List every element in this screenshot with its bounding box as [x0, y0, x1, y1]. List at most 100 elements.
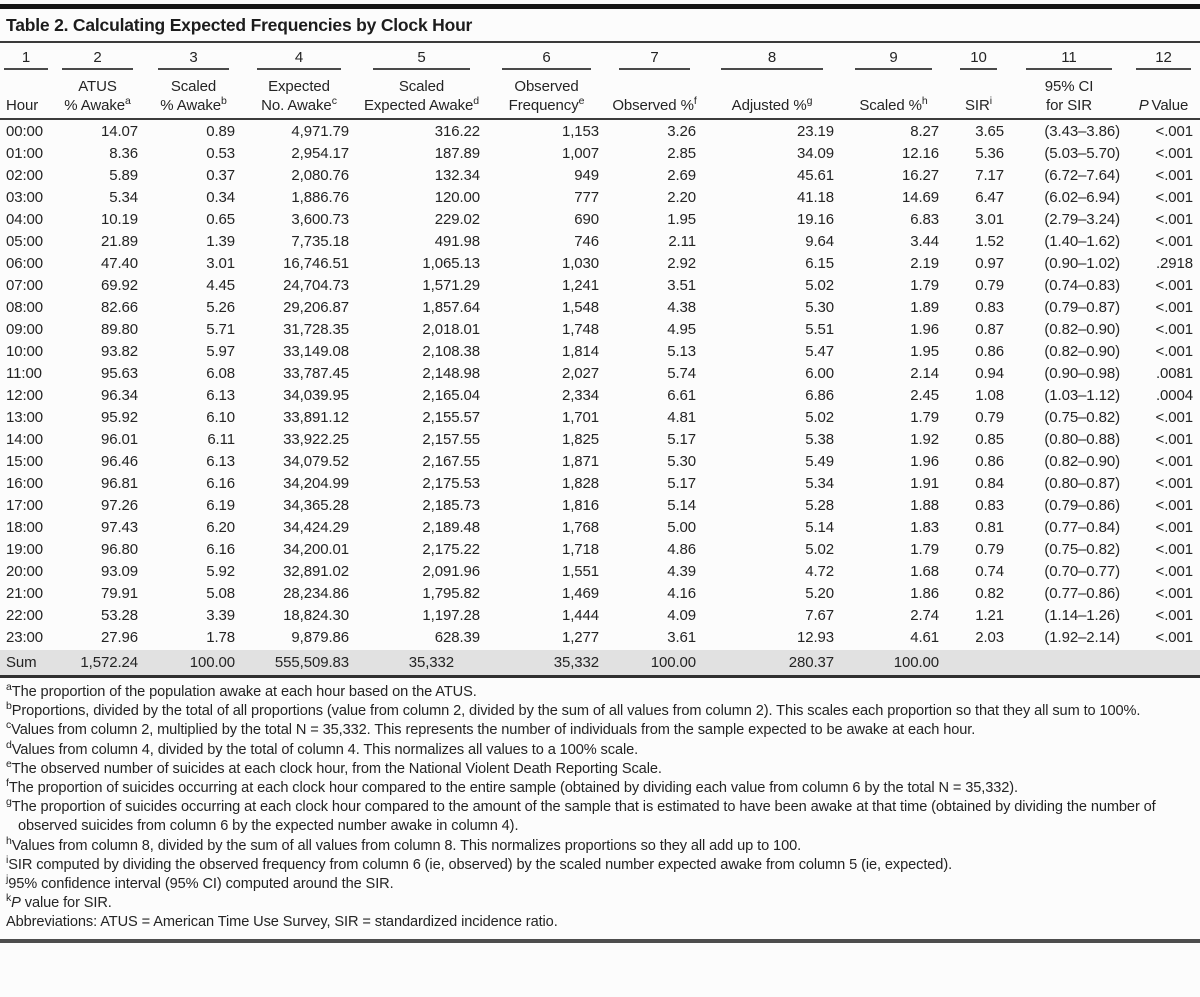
- cell-p-value: <.001: [1155, 408, 1194, 426]
- cell-adjusted-pct: 34.09: [796, 144, 834, 162]
- cell-sir: 0.97: [975, 254, 1004, 272]
- cell-scaled-pct-awake: 6.16: [206, 474, 235, 492]
- cell-p-value: <.001: [1155, 606, 1194, 624]
- cell-observed-frequency: 2,334: [561, 386, 599, 404]
- col-header-7: 7 Observed %f: [606, 43, 703, 120]
- cell-observed-pct: 5.00: [667, 518, 696, 536]
- cell-observed-frequency: 1,444: [561, 606, 599, 624]
- cell-scaled-pct: 1.91: [910, 474, 939, 492]
- cell-sir: 0.85: [975, 430, 1004, 448]
- cell-scaled-pct: 2.45: [910, 386, 939, 404]
- cell-adjusted-pct: 9.64: [805, 232, 834, 250]
- cell-expected-no-awake: 34,039.95: [283, 386, 349, 404]
- col-label-10: SIRi: [965, 95, 992, 114]
- cell-observed-frequency: 1,153: [561, 122, 599, 140]
- cell-scaled-pct: 1.68: [910, 562, 939, 580]
- col-label-12: P Value: [1138, 97, 1189, 114]
- col-label-7: Observed %f: [612, 95, 697, 114]
- cell-observed-pct: 4.39: [667, 562, 696, 580]
- cell-hour: 11:00: [6, 364, 42, 382]
- col-number-9: 9: [854, 48, 933, 70]
- cell-ci-95: (6.72–7.64): [1044, 166, 1120, 184]
- cell-scaled-expected-awake: 2,155.57: [422, 408, 480, 426]
- cell-sir: 3.65: [975, 122, 1004, 140]
- cell-atus-pct-awake: 14.07: [100, 122, 138, 140]
- table-row: 06:00 47.40 3.01 16,746.51 1,065.13 1,030 2.92…: [0, 252, 1200, 274]
- cell-sir: 0.81: [975, 518, 1004, 536]
- sum-cell-scaled-pct: 100.00: [841, 649, 946, 675]
- table-row: 23:00 27.96 1.78 9,879.86 628.39 1,277 3.61 12.…: [0, 626, 1200, 649]
- table-bottom-rule: [0, 675, 1200, 678]
- cell-hour: 09:00: [6, 320, 44, 338]
- cell-adjusted-pct: 5.28: [805, 496, 834, 514]
- header-row: 1 Hour 2 ATUS% Awakea 3 Scaled% Awakeb 4 Expect…: [0, 43, 1200, 120]
- cell-atus-pct-awake: 96.34: [100, 386, 138, 404]
- col-label-11: 95% CI for SIR: [1044, 78, 1094, 114]
- cell-p-value: <.001: [1155, 540, 1194, 558]
- cell-sir: 0.79: [975, 408, 1004, 426]
- cell-scaled-expected-awake: 1,065.13: [422, 254, 480, 272]
- cell-expected-no-awake: 4,971.79: [291, 122, 349, 140]
- col-header-10: 10 SIRi: [946, 43, 1011, 120]
- cell-scaled-pct-awake: 6.10: [206, 408, 235, 426]
- table-row: 02:00 5.89 0.37 2,080.76 132.34 949 2.69 45.61 1…: [0, 164, 1200, 186]
- cell-observed-pct: 5.30: [667, 452, 696, 470]
- cell-adjusted-pct: 19.16: [796, 210, 834, 228]
- sum-cell-expected-no-awake: 555,509.83: [242, 649, 356, 675]
- cell-atus-pct-awake: 8.36: [109, 144, 138, 162]
- sum-cell-atus-pct-awake: 1,572.24: [50, 649, 145, 675]
- table-body: 00:00 14.07 0.89 4,971.79 316.22 1,153 3.26 23.…: [0, 119, 1200, 675]
- title-divider: [0, 41, 1200, 43]
- abbreviations-line: Abbreviations: ATUS = American Time Use …: [6, 914, 558, 931]
- top-rule: [0, 4, 1200, 9]
- cell-observed-frequency: 1,768: [561, 518, 599, 536]
- table-header: 1 Hour 2 ATUS% Awakea 3 Scaled% Awakeb 4 Expect…: [0, 43, 1200, 120]
- cell-p-value: <.001: [1155, 210, 1194, 228]
- table-row: 13:00 95.92 6.10 33,891.12 2,155.57 1,701 4.81…: [0, 406, 1200, 428]
- cell-scaled-pct: 1.88: [910, 496, 939, 514]
- cell-scaled-expected-awake: 2,165.04: [422, 386, 480, 404]
- expected-frequencies-table: 1 Hour 2 ATUS% Awakea 3 Scaled% Awakeb 4 Expect…: [0, 43, 1200, 675]
- cell-p-value: <.001: [1155, 276, 1194, 294]
- cell-atus-pct-awake: 10.19: [100, 210, 138, 228]
- cell-ci-95: (0.90–0.98): [1044, 364, 1120, 382]
- cell-scaled-pct-awake: 6.16: [206, 540, 235, 558]
- cell-atus-pct-awake: 96.01: [100, 430, 138, 448]
- table-row: 22:00 53.28 3.39 18,824.30 1,197.28 1,444 4.09…: [0, 604, 1200, 626]
- cell-atus-pct-awake: 47.40: [100, 254, 138, 272]
- footnote-marker-h: h: [921, 95, 928, 107]
- cell-expected-no-awake: 2,080.76: [291, 166, 349, 184]
- cell-scaled-pct-awake: 5.71: [206, 320, 235, 338]
- cell-scaled-pct-awake: 3.39: [206, 606, 235, 624]
- cell-ci-95: (1.92–2.14): [1044, 628, 1120, 646]
- cell-ci-95: (1.03–1.12): [1044, 386, 1120, 404]
- cell-p-value: <.001: [1155, 144, 1194, 162]
- cell-sir: 0.79: [975, 276, 1004, 294]
- cell-observed-pct: 6.61: [667, 386, 696, 404]
- cell-atus-pct-awake: 79.91: [100, 584, 138, 602]
- cell-atus-pct-awake: 21.89: [100, 232, 138, 250]
- cell-scaled-pct: 14.69: [901, 188, 939, 206]
- cell-ci-95: (1.40–1.62): [1044, 232, 1120, 250]
- cell-expected-no-awake: 34,365.28: [283, 496, 349, 514]
- footnote-a: aThe proportion of the population awake …: [6, 681, 477, 700]
- footnote-marker-i: i: [6, 853, 9, 866]
- footnote-marker-b: b: [6, 700, 12, 713]
- cell-p-value: <.001: [1155, 320, 1194, 338]
- footnote-marker-j: j: [6, 873, 9, 886]
- cell-sir: 1.08: [975, 386, 1004, 404]
- cell-scaled-expected-awake: 2,175.22: [422, 540, 480, 558]
- cell-hour: 05:00: [6, 232, 44, 250]
- cell-expected-no-awake: 31,728.35: [283, 320, 349, 338]
- footnote-marker-g: g: [806, 95, 813, 107]
- col-header-4: 4 Expected No. Awakec: [242, 43, 356, 120]
- cell-sir: 6.47: [975, 188, 1004, 206]
- footnote-g: gThe proportion of suicides occurring at…: [6, 796, 1156, 835]
- cell-expected-no-awake: 28,234.86: [283, 584, 349, 602]
- cell-p-value: <.001: [1155, 452, 1194, 470]
- footnote-marker-b: b: [220, 95, 227, 107]
- cell-adjusted-pct: 5.34: [805, 474, 834, 492]
- cell-scaled-expected-awake: 2,185.73: [422, 496, 480, 514]
- cell-sir: 0.86: [975, 342, 1004, 360]
- cell-observed-pct: 4.09: [667, 606, 696, 624]
